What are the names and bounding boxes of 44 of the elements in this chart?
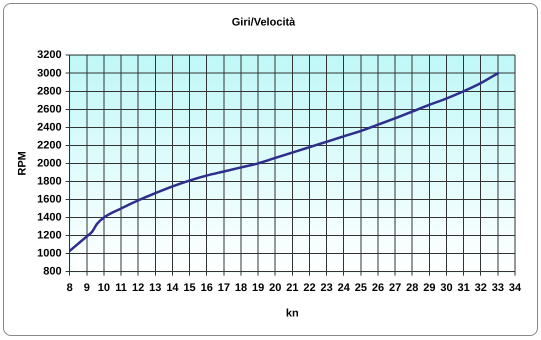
y-axis-title: RPM xyxy=(16,151,29,176)
x-tick-label: 18 xyxy=(234,282,248,294)
line-series xyxy=(70,72,500,252)
y-tick-label: 2200 xyxy=(37,139,62,152)
y-tick-label: 3000 xyxy=(37,67,62,80)
x-tick-label: 21 xyxy=(286,282,298,294)
x-tick-label: 31 xyxy=(457,282,470,294)
x-tick-label: 30 xyxy=(440,282,453,294)
x-tick-label: 14 xyxy=(166,282,180,294)
y-tick-label: 2000 xyxy=(37,157,62,170)
x-tick-label: 27 xyxy=(388,282,402,294)
x-tick-label: 11 xyxy=(115,282,127,294)
x-tick-label: 12 xyxy=(132,282,144,294)
x-tick-label: 32 xyxy=(474,282,487,294)
x-tick-label: 16 xyxy=(200,282,213,294)
x-tick-label: 20 xyxy=(269,282,282,294)
y-tick-label: 2400 xyxy=(37,121,62,134)
x-tick-label: 26 xyxy=(372,282,384,294)
y-tick-label: 1800 xyxy=(37,175,62,188)
x-tick-label: 33 xyxy=(492,282,504,294)
x-tick-label: 9 xyxy=(84,282,90,294)
x-tick-label: 34 xyxy=(508,282,522,294)
y-tick-label: 2600 xyxy=(37,103,62,116)
x-tick-label: 28 xyxy=(406,282,418,294)
x-tick-label: 24 xyxy=(338,282,351,294)
y-tick-label: 1000 xyxy=(37,248,62,260)
chart-title: Giri/Velocità xyxy=(232,16,296,29)
x-tick-label: 25 xyxy=(354,282,367,294)
y-tick-label: 1200 xyxy=(37,230,62,242)
x-tick-label: 23 xyxy=(320,282,333,294)
y-tick-label: 2800 xyxy=(37,85,62,98)
y-tick-label: 1400 xyxy=(37,212,62,224)
y-tick-label: 800 xyxy=(43,266,62,278)
x-tick-label: 13 xyxy=(149,282,162,294)
x-tick-label: 10 xyxy=(98,282,110,294)
y-tick-label: 1600 xyxy=(37,194,62,206)
y-tick-label: 3200 xyxy=(37,49,62,62)
x-tick-label: 19 xyxy=(252,282,264,294)
x-tick-label: 29 xyxy=(423,282,436,294)
x-tick-label: 22 xyxy=(303,282,316,294)
x-tick-label: 17 xyxy=(218,282,230,294)
x-tick-label: 15 xyxy=(183,282,196,294)
x-axis-title: kn xyxy=(286,307,300,320)
x-tick-label: 8 xyxy=(66,282,73,294)
